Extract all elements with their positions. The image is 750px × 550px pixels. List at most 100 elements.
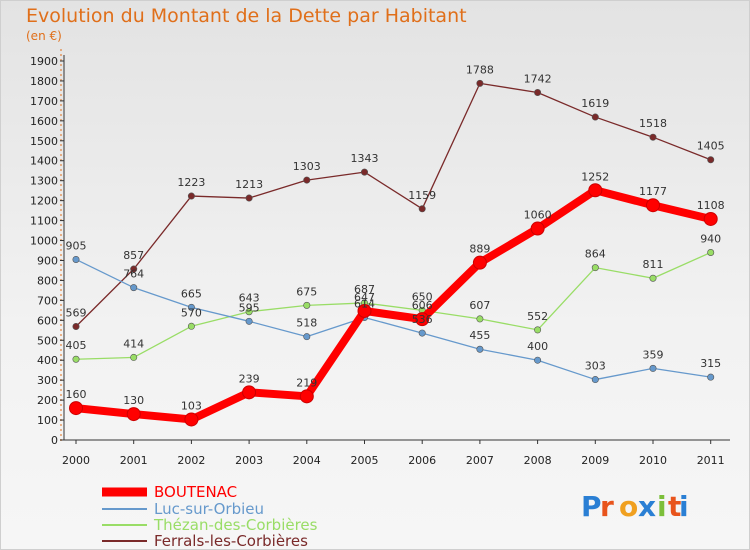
data-label: 857 [123,249,144,262]
data-point [245,317,253,325]
series-line [75,82,711,327]
y-tick-label: 700 [37,294,58,307]
series-line [75,186,712,424]
data-point [130,284,138,292]
data-label: 536 [412,313,433,326]
data-point [72,322,80,330]
data-point [476,315,484,323]
x-tick-label: 2004 [293,454,321,467]
data-label: 303 [585,360,606,373]
data-label: 650 [412,290,433,303]
data-label: 219 [296,376,317,389]
y-tick-label: 1000 [30,235,58,248]
data-label: 1223 [177,176,205,189]
data-point [476,345,484,353]
data-label: 130 [123,394,144,407]
data-point [649,133,657,141]
data-point [707,248,715,256]
x-tick-label: 2011 [697,454,725,467]
data-point [588,183,603,198]
data-label: 607 [469,299,490,312]
data-label: 687 [354,283,375,296]
data-point [418,205,426,213]
series-line [75,258,711,381]
data-label: 905 [66,239,87,252]
data-label: 414 [123,337,144,350]
data-label: 647 [354,291,375,304]
data-label: 1343 [351,152,379,165]
x-tick-label: 2007 [466,454,494,467]
data-point [418,329,426,337]
data-point [130,353,138,361]
data-label: 552 [527,310,548,323]
series-line [75,251,711,360]
y-tick-label: 500 [37,334,58,347]
data-label: 864 [585,248,606,261]
y-tick-label: 200 [37,394,58,407]
data-label: 103 [181,399,202,412]
data-point [476,79,484,87]
data-label: 1788 [466,63,494,76]
data-point [591,264,599,272]
data-label: 1742 [524,73,552,86]
data-point [360,168,368,176]
data-label: 569 [66,306,87,319]
data-point [187,303,195,311]
x-tick-label: 2003 [235,454,263,467]
data-label: 889 [469,243,490,256]
y-tick-label: 1100 [30,215,58,228]
logo-letter: r [600,490,614,523]
logo-letter: i [657,490,667,523]
data-label: 1060 [524,209,552,222]
data-label: 595 [239,301,260,314]
data-point [303,333,311,341]
data-point [187,192,195,200]
data-label: 315 [700,357,721,370]
data-point [415,312,430,327]
data-label: 614 [354,298,375,311]
x-tick-label: 2000 [62,454,90,467]
data-point [357,303,372,318]
data-point [707,156,715,164]
logo-letter: o [619,490,638,523]
data-point [242,385,257,400]
proxiti-logo: Pr o x i ti [581,490,689,523]
data-label: 570 [181,306,202,319]
axes: 0 100 200 300 400 500 600 700 800 900 1000 1100 1200… [30,49,730,467]
data-label: 1303 [293,160,321,173]
y-tick-label: 1900 [30,55,58,68]
legend-label: BOUTENAC [154,483,237,501]
x-tick-label: 2002 [177,454,205,467]
logo-letter: x [638,490,656,523]
data-label: 400 [527,340,548,353]
y-tick-label: 900 [37,254,58,267]
data-point [649,364,657,372]
data-point [707,373,715,381]
data-label: 1213 [235,178,263,191]
data-point [303,301,311,309]
data-point [534,356,542,364]
x-tick-label: 2005 [351,454,379,467]
y-tick-label: 1500 [30,135,58,148]
data-label: 455 [469,329,490,342]
data-point [472,255,487,270]
y-tick-label: 1700 [30,95,58,108]
data-point [187,322,195,330]
data-label: 811 [643,258,664,271]
data-point [245,308,253,316]
x-tick-label: 2006 [408,454,436,467]
data-label: 665 [181,287,202,300]
data-point [649,274,657,282]
data-point [591,113,599,121]
legend: BOUTENACLuc-sur-OrbieuThézan-des-Corbièr… [102,483,318,550]
x-tick-label: 2001 [120,454,148,467]
data-label: 1405 [697,140,725,153]
data-point [530,221,545,236]
data-point [126,407,141,422]
x-tick-label: 2009 [581,454,609,467]
data-point [245,194,253,202]
data-point [534,89,542,97]
chart-subtitle: (en €) [26,29,62,43]
